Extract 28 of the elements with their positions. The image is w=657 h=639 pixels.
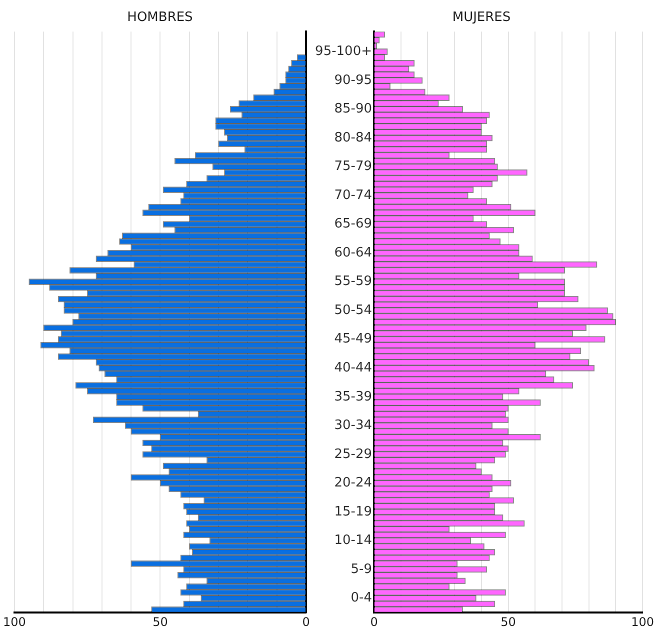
- y-tick-label: 50-54: [334, 302, 372, 318]
- x-tick-label: 100: [3, 614, 26, 629]
- y-tick-label: 30-34: [334, 418, 372, 434]
- y-tick-label: 0-4: [350, 590, 372, 606]
- x-tick-label: 0: [302, 614, 310, 629]
- y-tick-label: 90-95: [334, 72, 372, 88]
- y-tick-label: 40-44: [334, 360, 372, 376]
- chart-title: MUJERES: [452, 10, 511, 26]
- y-tick-label: 20-24: [334, 476, 372, 491]
- y-tick-label: 45-49: [334, 332, 372, 347]
- x-tick-label: 50: [152, 614, 168, 629]
- y-tick-label: 80-84: [334, 130, 372, 146]
- x-tick-label: 0: [370, 614, 378, 629]
- y-tick-label: 15-19: [334, 504, 372, 520]
- chart-title: HOMBRES: [127, 10, 193, 26]
- y-tick-label: 95-100+: [315, 44, 372, 60]
- x-tick-label: 50: [500, 614, 516, 629]
- y-tick-label: 70-74: [334, 188, 372, 203]
- y-tick-label: 55-59: [334, 274, 372, 290]
- y-tick-label: 25-29: [334, 446, 372, 462]
- y-tick-label: 75-79: [334, 159, 372, 174]
- y-tick-label: 35-39: [334, 389, 372, 404]
- x-tick-label: 100: [631, 614, 654, 629]
- y-tick-label: 10-14: [334, 533, 372, 548]
- y-tick-label: 85-90: [334, 102, 372, 117]
- y-tick-label: 60-64: [334, 245, 372, 260]
- y-tick-label: 5-9: [350, 562, 372, 577]
- y-tick-label: 65-69: [334, 216, 372, 232]
